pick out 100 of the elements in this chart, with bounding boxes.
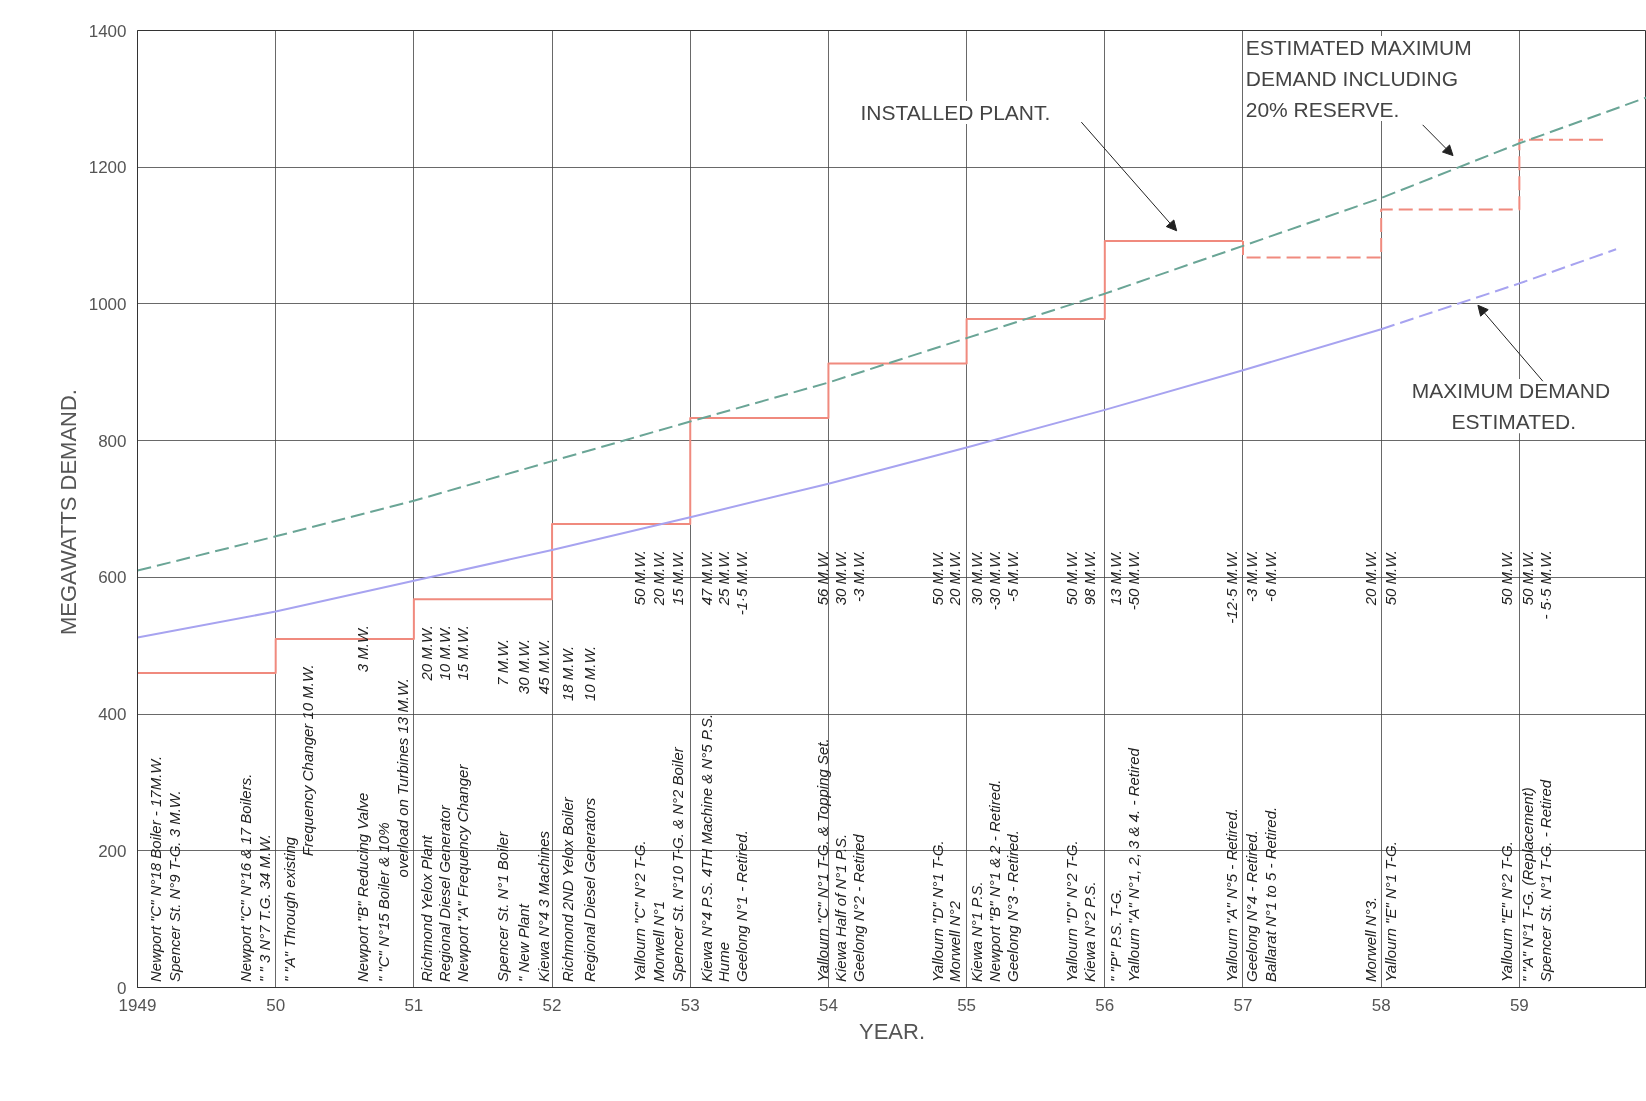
x-tick-label: 56 <box>1095 995 1115 1015</box>
annotation: Yallourn "D" N°1 T-G. <box>929 840 947 983</box>
annotation: - 5·5 M.W. <box>1537 550 1555 620</box>
y-tick-label: 0 <box>117 978 127 998</box>
annotation: 7 M.W. <box>493 638 511 686</box>
annotation: Richmond 2ND Yelox Boiler <box>558 796 576 983</box>
annotation: 10 M.W. <box>435 625 453 681</box>
annotation: Kiewa N°4 P.S. 4TH Machine & N°5 P.S. <box>698 713 716 983</box>
annotation: 18 M.W. <box>558 645 576 701</box>
annotation: " "C" N°15 Boiler & 10% <box>374 822 392 983</box>
annotation: -3 M.W. <box>1242 550 1260 602</box>
annotation: 10 M.W. <box>580 645 598 701</box>
annotation: -12·5 M.W. <box>1223 550 1241 624</box>
annotation: Yallourn "A" N°1, 2, 3 & 4. - Retired <box>1125 747 1143 983</box>
annotation: Spencer St. N°10 T-G. & N°2 Boiler <box>669 746 687 983</box>
annotation: Morwell N°3. <box>1361 896 1379 983</box>
annotation: Newport "B" Reducing Valve <box>354 792 372 983</box>
annotation: Yallourn "E" N°2 T-G. <box>1498 841 1516 983</box>
annotation: 45 M.W. <box>535 638 553 695</box>
annotation: Kiewa Half of N°1 P.S. <box>832 833 850 983</box>
annotation: Yallourn "C" N°1 T-G. & Topping Set. <box>814 738 832 983</box>
annotation: Spencer St. N°1 Boiler <box>493 830 511 983</box>
annotation: Geelong N°3 - Retired. <box>1003 830 1021 983</box>
annotation: 50 M.W. <box>1063 550 1081 606</box>
x-tick-label: 58 <box>1371 995 1391 1015</box>
annotation: -5 M.W. <box>1003 550 1021 602</box>
annotation: Yallourn "A" N°5 - Retired. <box>1223 808 1241 983</box>
annotation: 25 M.W. <box>714 550 732 607</box>
y-tick-label: 1200 <box>88 158 127 178</box>
annotation: 15 M.W. <box>453 625 471 681</box>
x-tick-label: 55 <box>957 995 977 1015</box>
x-tick-label: 54 <box>818 995 838 1015</box>
y-axis-title: MEGAWATTS DEMAND. <box>55 389 81 636</box>
annotation: 56 M.W. <box>814 550 832 606</box>
annotation: " New Plant <box>514 903 532 983</box>
annotation: Geelong N°4 - Retired. <box>1242 830 1260 983</box>
annotation: " "P" P.S. T-G. <box>1107 888 1125 983</box>
annotation: " "A" Through existing <box>281 836 299 983</box>
annotation: Spencer St. N°9 T-G. 3 M.W. <box>166 790 184 983</box>
annotation: 30 M.W. <box>514 638 532 695</box>
annotation: Hume <box>714 942 732 983</box>
annotation: 50 M.W. <box>1498 550 1516 606</box>
annotation: Newport "C" N°18 Boiler - 17M.W. <box>146 755 164 983</box>
annotation: Spencer St. N°1 T-G. - Retired <box>1537 779 1555 983</box>
annotation: Morwell N°1 <box>649 901 667 983</box>
annotation: Yallourn "D" N°2 T-G. <box>1063 840 1081 983</box>
y-tick-label: 200 <box>98 841 127 861</box>
annotation: INSTALLED PLANT. <box>860 100 1051 124</box>
annotation: 15 M.W. <box>669 550 687 606</box>
y-tick-label: 1400 <box>88 21 127 41</box>
annotation: Kiewa N°1 P.S. <box>967 881 985 983</box>
annotation: Kiewa N°4 3 Machines <box>535 830 553 983</box>
annotation: Regional Diesel Generator <box>435 804 453 983</box>
annotation: Regional Diesel Generators <box>580 797 598 983</box>
annotation: 20 M.W. <box>945 550 963 607</box>
annotation: Yallourn "E" N°1 T-G. <box>1382 841 1400 983</box>
annotation: Newport "A" Frequency Changer <box>453 763 471 983</box>
annotation: 20 M.W. <box>417 625 435 682</box>
annotation: 30 M.W. <box>967 550 985 606</box>
annotation: Kiewa N°2 P.S. <box>1081 881 1099 983</box>
x-tick-label: 50 <box>266 995 286 1015</box>
annotation: Frequency Changer 10 M.W. <box>298 664 316 857</box>
annotation: Morwell N°2 <box>945 900 963 983</box>
annotation: -6 M.W. <box>1262 550 1280 602</box>
annotation: Newport "B" N°1 & 2 - Retired. <box>985 779 1003 983</box>
annotation: 3 M.W. <box>354 625 372 673</box>
annotation: Newport "C" N°16 & 17 Boilers. <box>236 773 254 983</box>
annotation: 50 M.W. <box>630 550 648 606</box>
annotation: 20 M.W. <box>649 550 667 607</box>
annotation: 50 M.W. <box>1519 550 1537 606</box>
annotation: 98 M.W. <box>1081 550 1099 606</box>
x-tick-label: 51 <box>404 995 424 1015</box>
x-axis-title: YEAR. <box>858 1018 926 1044</box>
annotation: 13 M.W. <box>1107 550 1125 606</box>
annotation: Geelong N°1 - Retired. <box>732 830 750 983</box>
annotation: 20 M.W. <box>1361 550 1379 607</box>
annotation: Geelong N°2 - Retired <box>850 833 868 983</box>
x-tick-label: 52 <box>542 995 562 1015</box>
annotation: 30 M.W. <box>832 550 850 606</box>
x-tick-label: 57 <box>1233 995 1253 1015</box>
annotation: MAXIMUM DEMAND ESTIMATED. <box>1411 379 1611 434</box>
annotation: ESTIMATED MAXIMUM DEMAND INCLUDING 20% RESERVE. <box>1245 35 1472 122</box>
annotation: 50 M.W. <box>929 550 947 606</box>
y-tick-label: 600 <box>98 568 127 588</box>
annotation: 50 M.W. <box>1382 550 1400 606</box>
annotation: 47 M.W. <box>698 550 716 606</box>
y-tick-label: 400 <box>98 705 127 725</box>
x-tick-label: 53 <box>680 995 700 1015</box>
y-tick-label: 1000 <box>88 294 127 314</box>
annotation: -30 M.W. <box>985 550 1003 611</box>
annotation: Yallourn "C" N°2 T-G. <box>630 840 648 983</box>
annotation: -1·5 M.W. <box>732 550 750 616</box>
x-tick-label: 59 <box>1509 995 1529 1015</box>
annotation: " "A" N°1 T-G. (Replacement) <box>1519 787 1537 983</box>
annotation: -3 M.W. <box>850 550 868 602</box>
annotation: overload on Turbines 13 M.W. <box>394 678 412 878</box>
annotation: -50 M.W. <box>1125 550 1143 611</box>
x-tick-label: 1949 <box>118 995 157 1015</box>
annotation: Richmond Yelox Plant <box>417 834 435 983</box>
y-tick-label: 800 <box>98 431 127 451</box>
